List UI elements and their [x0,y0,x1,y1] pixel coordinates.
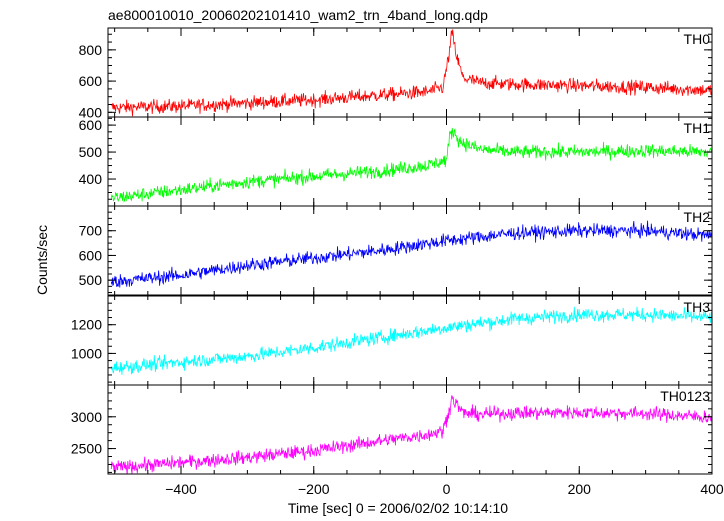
series-trace-th0 [110,29,712,117]
y-tick-label: 600 [79,117,103,133]
y-axis-label: Counts/sec [34,225,50,295]
panel-frame-th2 [107,205,713,296]
panel-frame-th3 [107,295,713,386]
x-tick-label: 200 [568,481,592,497]
panel-label-th1: TH1 [684,120,711,136]
series-trace-th2 [110,220,712,288]
y-tick-label: 700 [79,223,103,239]
y-tick-label: 2500 [71,441,102,457]
y-tick-label: 800 [79,42,103,58]
series-trace-th0123 [110,395,712,474]
y-tick-label: 600 [79,73,103,89]
panel-frame-th1 [107,116,713,207]
y-tick-label: 500 [79,144,103,160]
panel-label-th0: TH0 [684,31,711,47]
x-tick-label: 0 [443,481,451,497]
panel-label-th2: TH2 [684,209,711,225]
y-tick-label: 400 [79,104,103,120]
y-tick-label: 600 [79,247,103,263]
panel-label-th3: TH3 [684,299,711,315]
x-tick-label: 400 [700,481,724,497]
series-trace-th3 [110,306,712,375]
x-tick-label: −200 [298,481,330,497]
chart-title: ae800010010_20060202101410_wam2_trn_4ban… [108,7,488,23]
x-axis-label: Time [sec] 0 = 2006/02/02 10:14:10 [288,500,508,516]
y-tick-label: 1000 [71,345,102,361]
y-tick-label: 1200 [71,317,102,333]
y-tick-label: 500 [79,272,103,288]
panel-frame-th0123 [107,384,713,475]
series-trace-th1 [110,127,712,203]
y-tick-label: 3000 [71,409,102,425]
x-tick-label: −400 [165,481,197,497]
y-tick-label: 400 [79,171,103,187]
panel-label-th0123: TH0123 [660,388,710,404]
